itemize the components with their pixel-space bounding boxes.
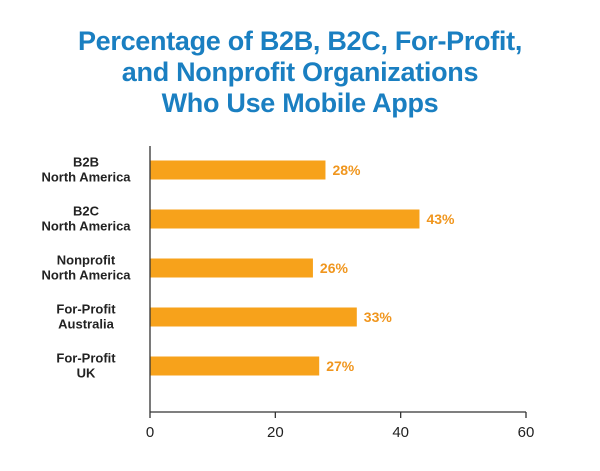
category-label-2: B2C North America: [41, 204, 131, 234]
category-label-line: For-Profit: [56, 351, 116, 366]
category-label-line: B2B: [73, 155, 99, 170]
x-tick-label-20: 20: [267, 424, 284, 441]
chart-title-line-1: Percentage of B2B, B2C, For-Profit,: [77, 26, 523, 56]
category-label-line: B2C: [73, 204, 100, 219]
bar-4: [150, 307, 357, 327]
category-label-line: UK: [77, 366, 96, 381]
category-label-line: Australia: [58, 317, 114, 332]
value-label-5: 27%: [326, 358, 355, 374]
chart-title-line-3: Who Use Mobile Apps: [161, 88, 439, 118]
value-label-3: 26%: [320, 260, 349, 276]
bar-2: [150, 209, 420, 229]
bar-3: [150, 258, 313, 278]
category-label-3: Nonprofit North America: [41, 253, 131, 283]
value-label-4: 33%: [364, 309, 393, 325]
bar-5: [150, 356, 320, 376]
value-label-2: 43%: [426, 211, 455, 227]
bar-1: [150, 160, 326, 180]
chart-title-line-2: and Nonprofit Organizations: [121, 57, 479, 87]
category-label-1: B2B North America: [41, 155, 131, 185]
chart-title: Percentage of B2B, B2C, For-Profit, and …: [0, 26, 600, 119]
x-tick-label-40: 40: [392, 424, 409, 441]
category-label-line: North America: [41, 219, 131, 234]
category-label-line: Nonprofit: [57, 253, 116, 268]
bars-layer: [150, 160, 420, 376]
category-label-line: For-Profit: [56, 302, 116, 317]
value-label-1: 28%: [332, 162, 361, 178]
category-label-4: For-Profit Australia: [56, 302, 116, 332]
category-label-line: North America: [41, 170, 131, 185]
axes-layer: [149, 146, 527, 418]
x-tick-label-60: 60: [518, 424, 535, 441]
category-label-5: For-Profit UK: [56, 351, 116, 381]
category-label-line: North America: [41, 268, 131, 283]
x-tick-label-0: 0: [146, 424, 154, 441]
